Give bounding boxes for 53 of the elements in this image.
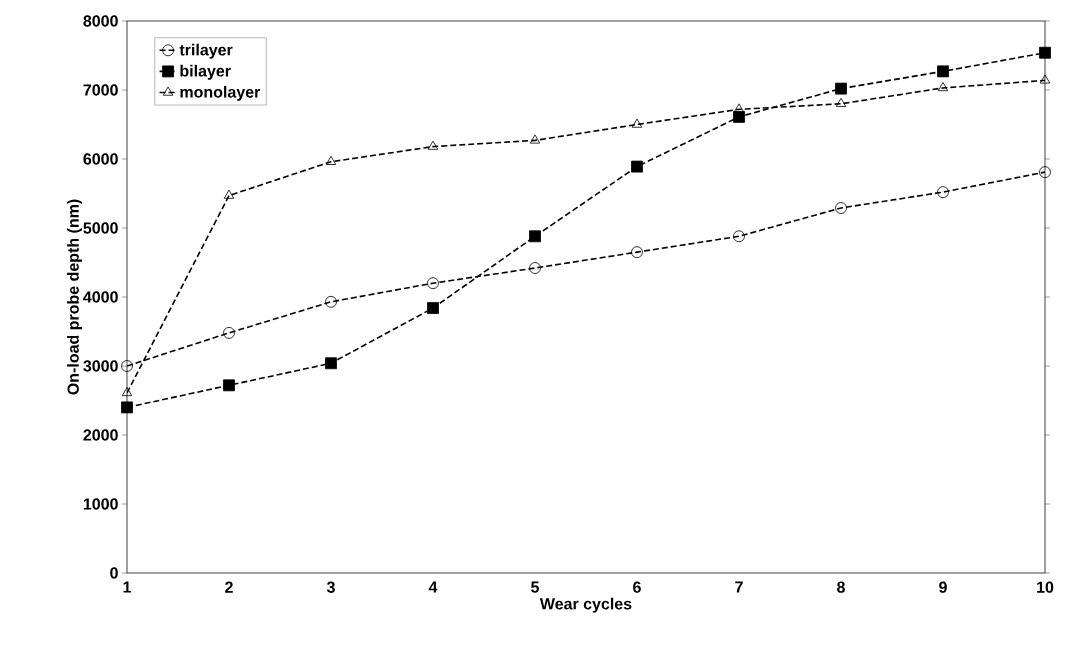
point (529, 134, 541, 144)
x-tick-label: 5 (531, 581, 540, 593)
point (529, 262, 541, 274)
x-tick-label: 7 (735, 581, 743, 593)
point (937, 65, 949, 78)
y-axis-title: On-load probe depth (nm) (67, 199, 83, 395)
point (325, 295, 337, 308)
point (835, 97, 847, 107)
point (223, 379, 235, 392)
x-tick-label: 3 (326, 581, 335, 593)
legend-label: monolayer (180, 85, 261, 101)
point (529, 230, 541, 243)
point (427, 302, 439, 314)
point (427, 140, 439, 150)
point (1039, 166, 1051, 179)
point (427, 277, 439, 290)
point (631, 246, 643, 259)
point (223, 189, 235, 199)
x-tick-label: 10 (1037, 581, 1054, 593)
x-axis-title: Wear cycles (539, 597, 632, 613)
y-tick-label: 1000 (83, 498, 118, 510)
x-tick-label: 1 (123, 581, 131, 593)
y-tick-label: 5000 (83, 222, 118, 234)
point (631, 118, 643, 128)
point (223, 326, 235, 339)
legend-label: trilayer (179, 43, 233, 59)
point (121, 401, 133, 414)
y-tick-label: 0 (110, 567, 118, 579)
x-tick-label: 6 (633, 581, 641, 593)
point (121, 360, 133, 372)
x-tick-label: 4 (428, 581, 438, 593)
point (325, 357, 337, 370)
legend-label: bilayer (180, 64, 231, 80)
point (937, 186, 949, 199)
y-tick-label: 8000 (83, 15, 118, 27)
point (835, 82, 847, 95)
x-tick-label: 8 (837, 581, 845, 593)
point (733, 103, 745, 113)
y-tick-label: 3000 (83, 360, 118, 372)
point (325, 155, 337, 165)
x-tick-label: 2 (225, 581, 233, 593)
y-tick-label: 2000 (83, 429, 118, 441)
point (835, 202, 847, 214)
y-tick-label: 7000 (83, 84, 118, 96)
point (937, 82, 949, 92)
point (1039, 46, 1051, 59)
point (121, 387, 133, 397)
y-tick-label: 6000 (83, 153, 118, 165)
y-tick-label: 4000 (83, 291, 118, 303)
point (733, 230, 745, 243)
x-tick-label: 9 (939, 581, 947, 593)
point (1039, 74, 1051, 84)
point (631, 160, 643, 173)
